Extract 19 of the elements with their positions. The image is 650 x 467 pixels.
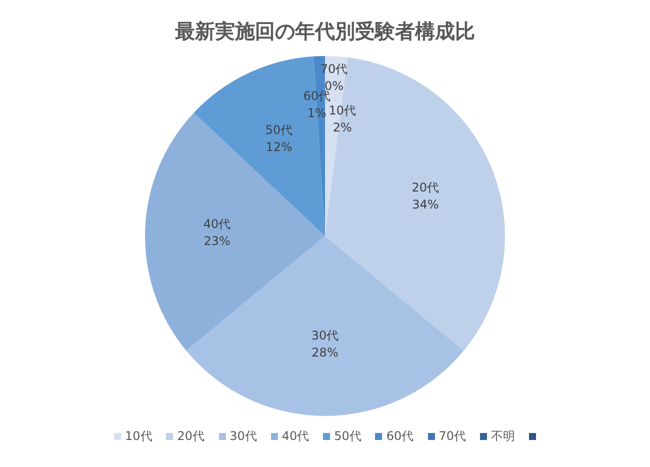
data-label: 12% <box>266 140 292 154</box>
data-label: 23% <box>204 234 230 248</box>
chart-title: 最新実施回の年代別受験者構成比 <box>174 19 475 43</box>
legend-label: 60代 <box>386 428 414 445</box>
legend-label: 20代 <box>177 428 205 445</box>
legend-label: 50代 <box>334 428 362 445</box>
slice-label: 10代 <box>328 104 356 118</box>
slice-label: 30代 <box>311 328 339 342</box>
slice-label: 40代 <box>203 217 231 232</box>
legend-label: 70代 <box>438 428 466 445</box>
data-label: 28% <box>312 346 338 360</box>
legend-label: 30代 <box>230 428 257 445</box>
legend-label: 40代 <box>282 428 310 445</box>
data-label: 2% <box>332 120 352 135</box>
slice-label: 20代 <box>412 180 440 195</box>
legend-label: 10代 <box>125 428 152 445</box>
legend-label: 不明 <box>490 428 515 445</box>
slice-label: 50代 <box>265 122 293 137</box>
data-label: 34% <box>412 198 439 212</box>
